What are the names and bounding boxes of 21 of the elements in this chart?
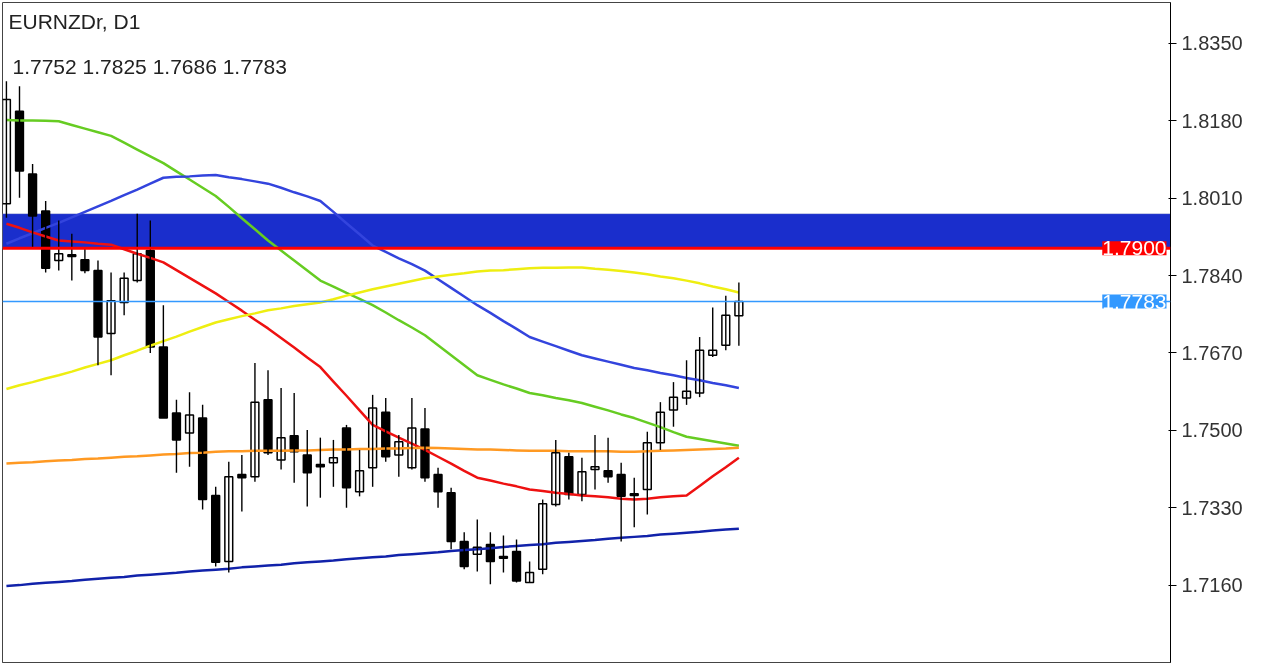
y-tick-label: 1.8010 [1181,187,1243,210]
line-series [5,222,741,501]
y-tick-label: 1.7160 [1181,574,1243,597]
text: 1.7752 1.7825 1.7686 1.7783 [12,54,287,78]
chart-title: EURNZDr, D1 [8,9,141,33]
y-tick-label: 1.8180 [1181,109,1243,132]
y-tick-label: 1.7670 [1181,341,1243,364]
candlestick [668,381,679,428]
y-tick-label: 1.8350 [1181,32,1243,55]
candlestick [603,436,613,484]
line-series [5,527,741,588]
ref-line-label: 1.7783 [1102,289,1167,313]
candlestick [315,436,326,499]
line-series [5,118,741,448]
y-tick-label: 1.7500 [1181,419,1243,442]
line-series [5,266,741,391]
y-tick-label: 1.7840 [1181,264,1243,287]
candlestick [681,359,692,406]
ref-line-label: 1.7900 [1102,236,1167,260]
line-series [5,173,741,390]
y-tick-label: 1.7330 [1181,496,1243,519]
